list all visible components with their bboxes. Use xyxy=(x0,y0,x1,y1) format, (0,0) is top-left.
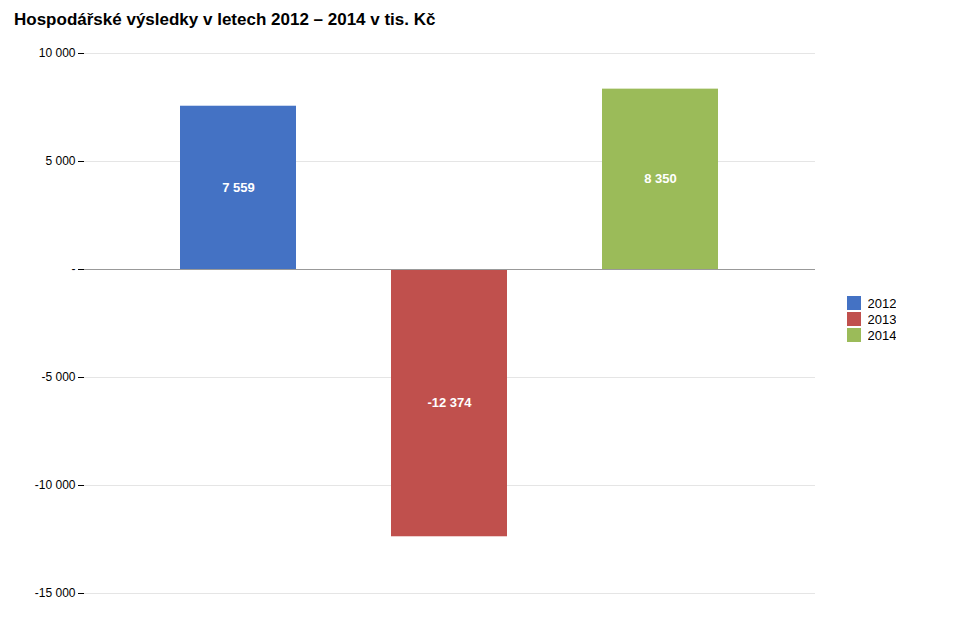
svg-text:8 350: 8 350 xyxy=(644,171,677,186)
svg-text:10 000: 10 000 xyxy=(39,46,76,60)
svg-text:-12 374: -12 374 xyxy=(427,395,472,410)
html-text:Hospodářské výsledky v letech: Hospodářské výsledky v letech 2012 – 201… xyxy=(14,10,436,29)
svg-text:-10 000: -10 000 xyxy=(35,478,76,492)
html-text:2013: 2013 xyxy=(867,311,897,327)
svg-text:5 000: 5 000 xyxy=(45,154,75,168)
html-text:2012: 2012 xyxy=(867,295,897,311)
svg-text:-: - xyxy=(72,262,76,276)
html-text:2014: 2014 xyxy=(867,327,897,343)
svg-text:-5 000: -5 000 xyxy=(41,370,75,384)
svg-text:-15 000: -15 000 xyxy=(35,586,76,600)
svg-text:7 559: 7 559 xyxy=(222,180,255,195)
